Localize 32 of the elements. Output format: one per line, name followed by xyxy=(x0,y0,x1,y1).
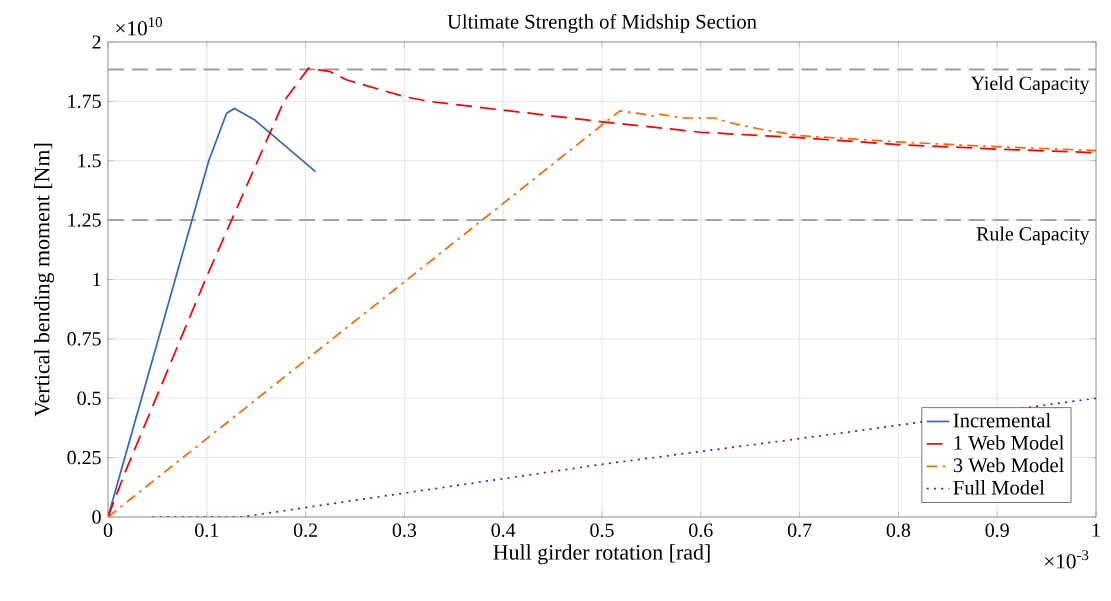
y-tick-label: 0.25 xyxy=(67,450,101,465)
y-tick-label: 1.25 xyxy=(68,213,101,227)
text: ×10$^{10}$ xyxy=(116,17,163,36)
legend-label: 3 Web Model xyxy=(953,457,1064,473)
chart-title: Ultimate Strength of Midship Section xyxy=(447,13,757,33)
x-tick-label: 0.1 xyxy=(195,523,219,538)
line-series xyxy=(151,397,1097,517)
y-tick-label: 1.5 xyxy=(78,154,101,168)
y-tick-label: 0 xyxy=(92,510,101,524)
legend-label: Full Model xyxy=(953,480,1045,495)
x-tick-label: 0.7 xyxy=(787,523,812,538)
legend-label: 1 Web Model xyxy=(954,435,1064,450)
x-tick-label: 0.4 xyxy=(491,523,516,538)
y-axis-title: Vertical bending moment [Nm] xyxy=(34,143,54,417)
x-tick-label: 0.2 xyxy=(293,523,317,538)
x-tick-label: 0.5 xyxy=(590,523,614,538)
y-tick-label: 1 xyxy=(93,272,101,287)
x-tick-label: 0 xyxy=(103,523,113,537)
y-tick-label: 1.75 xyxy=(68,94,101,109)
y-tick-label: 0.75 xyxy=(67,332,101,346)
x-tick-label: 1 xyxy=(1092,523,1100,537)
text: ×10$^{-3}$ xyxy=(1044,550,1089,569)
y-tick-label: 0.5 xyxy=(77,391,101,406)
x-tick-label: 0.8 xyxy=(886,523,911,538)
x-tick-label: 0.3 xyxy=(392,523,417,538)
legend-label: Incremental xyxy=(953,412,1051,428)
y-tick-label: 2 xyxy=(92,35,101,49)
x-tick-label: 0.6 xyxy=(689,523,713,538)
x-tick-label: 0.9 xyxy=(985,523,1009,538)
x-axis-title: Hull girder rotation [rad] xyxy=(493,544,710,565)
ref-line-label: Yield Capacity xyxy=(970,76,1090,95)
ref-line-label: Rule Capacity xyxy=(976,226,1090,245)
